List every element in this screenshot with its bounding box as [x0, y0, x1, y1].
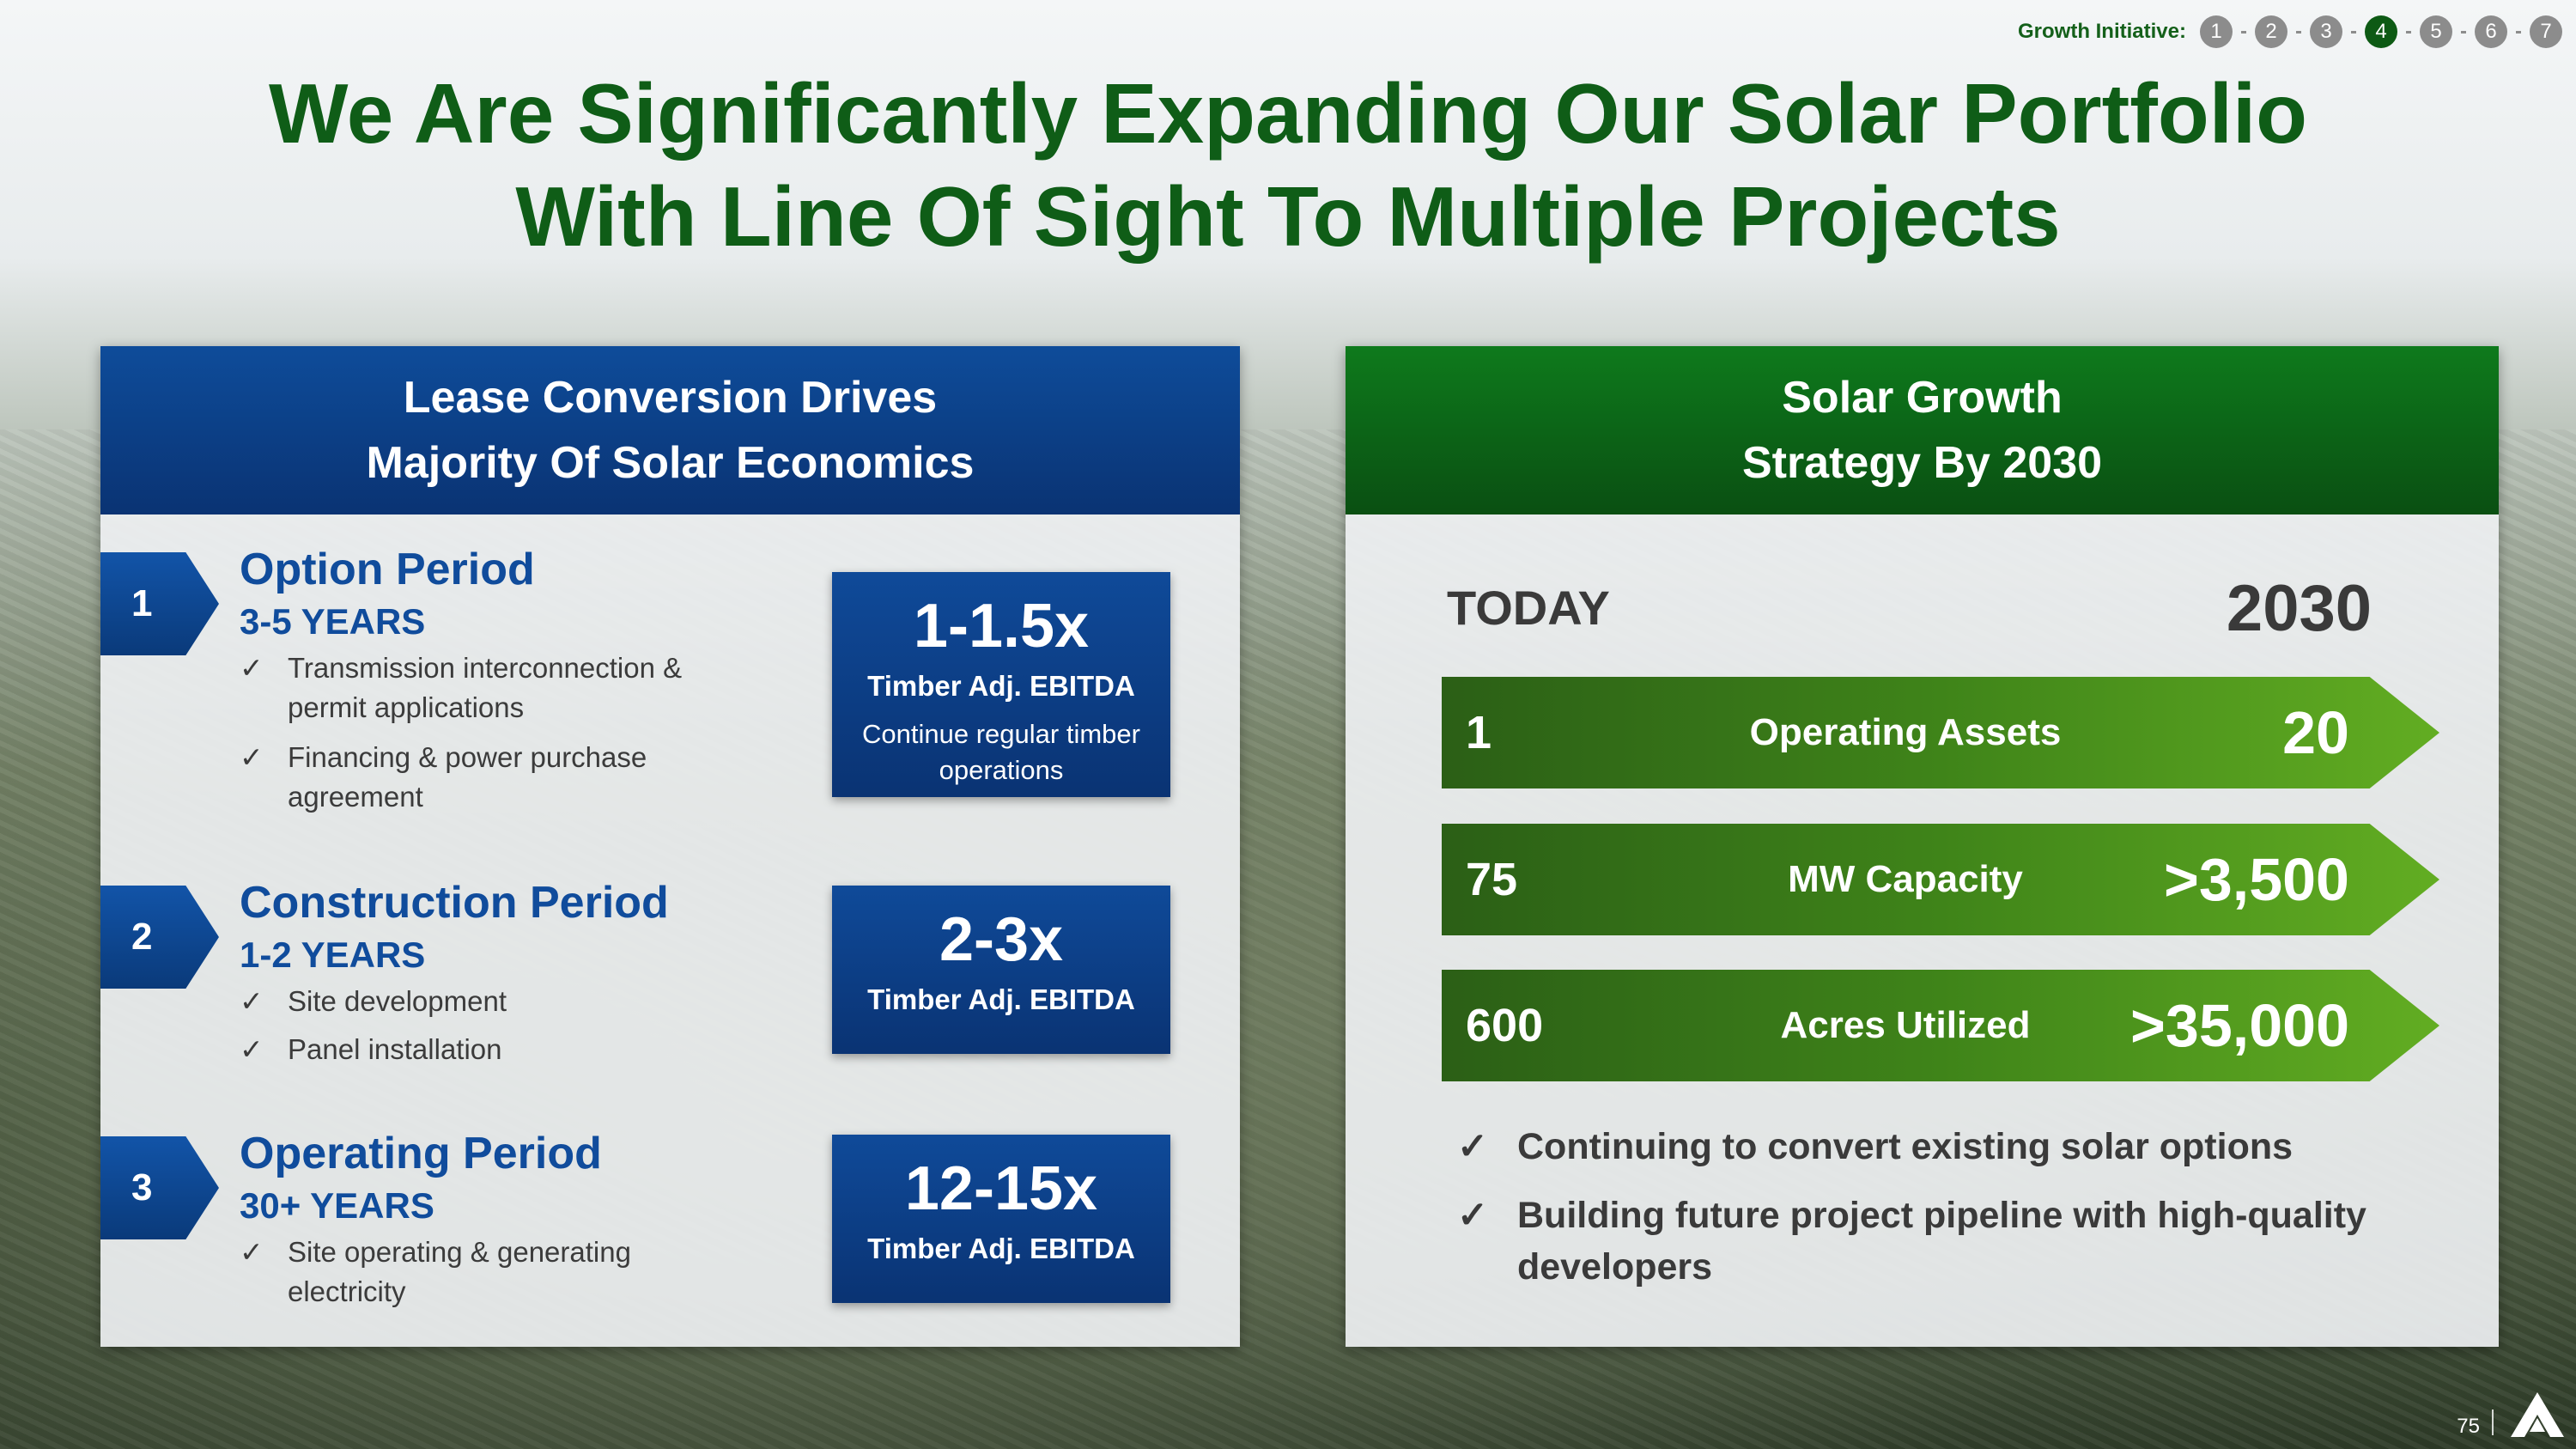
metric-arrow-mw-capacity: 75 MW Capacity >3,500 — [1442, 824, 2439, 935]
company-logo-icon — [2511, 1392, 2564, 1437]
growth-initiative-stepper: Growth Initiative: 1 2 3 4 5 6 7 — [2018, 15, 2562, 48]
check-icon: ✓ — [240, 741, 264, 773]
checklist-item-text: Site operating & generating electricity — [288, 1236, 631, 1307]
step-connector — [2241, 30, 2246, 33]
step-title: Option Period — [240, 545, 535, 594]
checklist-item-text: Financing & power purchase agreement — [288, 741, 647, 813]
initiative-step-5[interactable]: 5 — [2420, 15, 2452, 48]
check-icon: ✓ — [1457, 1126, 1489, 1167]
year-2030-column-label: 2030 — [2226, 572, 2372, 645]
check-icon: ✓ — [240, 652, 264, 684]
initiative-step-1[interactable]: 1 — [2200, 15, 2233, 48]
solar-growth-header: Solar Growth Strategy By 2030 — [1346, 346, 2499, 514]
initiative-step-7[interactable]: 7 — [2530, 15, 2562, 48]
step-title: Construction Period — [240, 878, 669, 928]
step-years: 30+ YEARS — [240, 1185, 434, 1226]
checklist-item: ✓ Panel installation — [240, 1030, 720, 1069]
checklist-item-text: Transmission interconnection & permit ap… — [288, 652, 683, 723]
step-years: 3-5 YEARS — [240, 601, 426, 642]
solar-growth-panel: Solar Growth Strategy By 2030 TODAY 2030… — [1346, 346, 2499, 1347]
step-number-badge: 2 — [100, 886, 219, 989]
today-column-label: TODAY — [1447, 581, 1610, 635]
check-icon: ✓ — [240, 1033, 264, 1065]
lease-conversion-panel: Lease Conversion Drives Majority Of Sola… — [100, 346, 1240, 1347]
today-value: 1 — [1466, 707, 1492, 758]
ebitda-multiple-value: 12-15x — [904, 1154, 1098, 1223]
checklist-item: ✓ Financing & power purchase agreement — [240, 738, 720, 817]
step-title: Operating Period — [240, 1129, 602, 1178]
metric-arrow-operating-assets: 1 Operating Assets 20 — [1442, 677, 2439, 788]
step-connector — [2516, 30, 2521, 33]
step-years: 1-2 YEARS — [240, 935, 426, 975]
checklist-item: ✓ Site development — [240, 982, 720, 1021]
step-connector — [2296, 30, 2301, 33]
metric-arrow-acres-utilized: 600 Acres Utilized >35,000 — [1442, 970, 2439, 1081]
checklist-item: ✓ Transmission interconnection & permit … — [240, 648, 720, 728]
step-number-badge: 1 — [100, 552, 219, 655]
header-line-2: Majority Of Solar Economics — [366, 438, 975, 488]
footer-divider — [2492, 1409, 2494, 1435]
step-connector — [2406, 30, 2411, 33]
growth-initiative-label: Growth Initiative: — [2017, 20, 2186, 43]
metric-label: Operating Assets — [1749, 711, 2062, 753]
ebitda-multiple-label: Timber Adj. EBITDA — [867, 1233, 1135, 1264]
slide-title-line-1: We Are Significantly Expanding Our Solar… — [268, 66, 2308, 161]
metric-label: Acres Utilized — [1780, 1004, 2031, 1046]
strategy-checklist-item: ✓ Continuing to convert existing solar o… — [1457, 1121, 2402, 1172]
slide-title-line-2: With Line Of Sight To Multiple Projects — [515, 169, 2061, 264]
header-line-2: Strategy By 2030 — [1741, 438, 2103, 488]
step-number-badge: 3 — [100, 1136, 219, 1239]
check-icon: ✓ — [1457, 1195, 1489, 1236]
page-number: 75 — [2457, 1415, 2480, 1438]
ebitda-multiple-value: 2-3x — [939, 905, 1064, 974]
initiative-step-3[interactable]: 3 — [2310, 15, 2342, 48]
check-icon: ✓ — [240, 985, 264, 1017]
ebitda-multiple-note: Continue regular timber operations — [862, 719, 1140, 785]
initiative-step-2[interactable]: 2 — [2255, 15, 2287, 48]
initiative-step-4-active[interactable]: 4 — [2365, 15, 2397, 48]
checklist-item-text: Panel installation — [288, 1033, 502, 1065]
checklist-item-text: Building future project pipeline with hi… — [1517, 1195, 2366, 1288]
target-2030-value: 20 — [2282, 699, 2349, 766]
target-2030-value: >3,500 — [2163, 846, 2349, 913]
header-line-1: Solar Growth — [1782, 373, 2063, 423]
metric-label: MW Capacity — [1788, 858, 2023, 900]
strategy-checklist-item: ✓ Building future project pipeline with … — [1457, 1190, 2402, 1293]
step-connector — [2351, 30, 2356, 33]
ebitda-multiple-box: 2-3x Timber Adj. EBITDA — [832, 886, 1170, 1054]
header-line-1: Lease Conversion Drives — [403, 373, 938, 423]
checklist-item-text: Continuing to convert existing solar opt… — [1517, 1126, 2293, 1167]
ebitda-multiple-value: 1-1.5x — [913, 592, 1090, 661]
today-value: 75 — [1466, 854, 1518, 905]
checklist-item: ✓ Site operating & generating electricit… — [240, 1233, 720, 1312]
ebitda-multiple-box: 12-15x Timber Adj. EBITDA — [832, 1135, 1170, 1303]
initiative-step-6[interactable]: 6 — [2475, 15, 2507, 48]
slide-title: We Are Significantly Expanding Our Solar… — [0, 62, 2576, 268]
ebitda-multiple-box: 1-1.5x Timber Adj. EBITDA Continue regul… — [832, 572, 1170, 797]
today-value: 600 — [1466, 1000, 1544, 1051]
ebitda-multiple-label: Timber Adj. EBITDA — [867, 670, 1135, 702]
lease-conversion-header: Lease Conversion Drives Majority Of Sola… — [100, 346, 1240, 514]
checklist-item-text: Site development — [288, 985, 507, 1017]
check-icon: ✓ — [240, 1236, 264, 1268]
target-2030-value: >35,000 — [2130, 992, 2349, 1059]
step-connector — [2461, 30, 2466, 33]
ebitda-multiple-label: Timber Adj. EBITDA — [867, 983, 1135, 1015]
